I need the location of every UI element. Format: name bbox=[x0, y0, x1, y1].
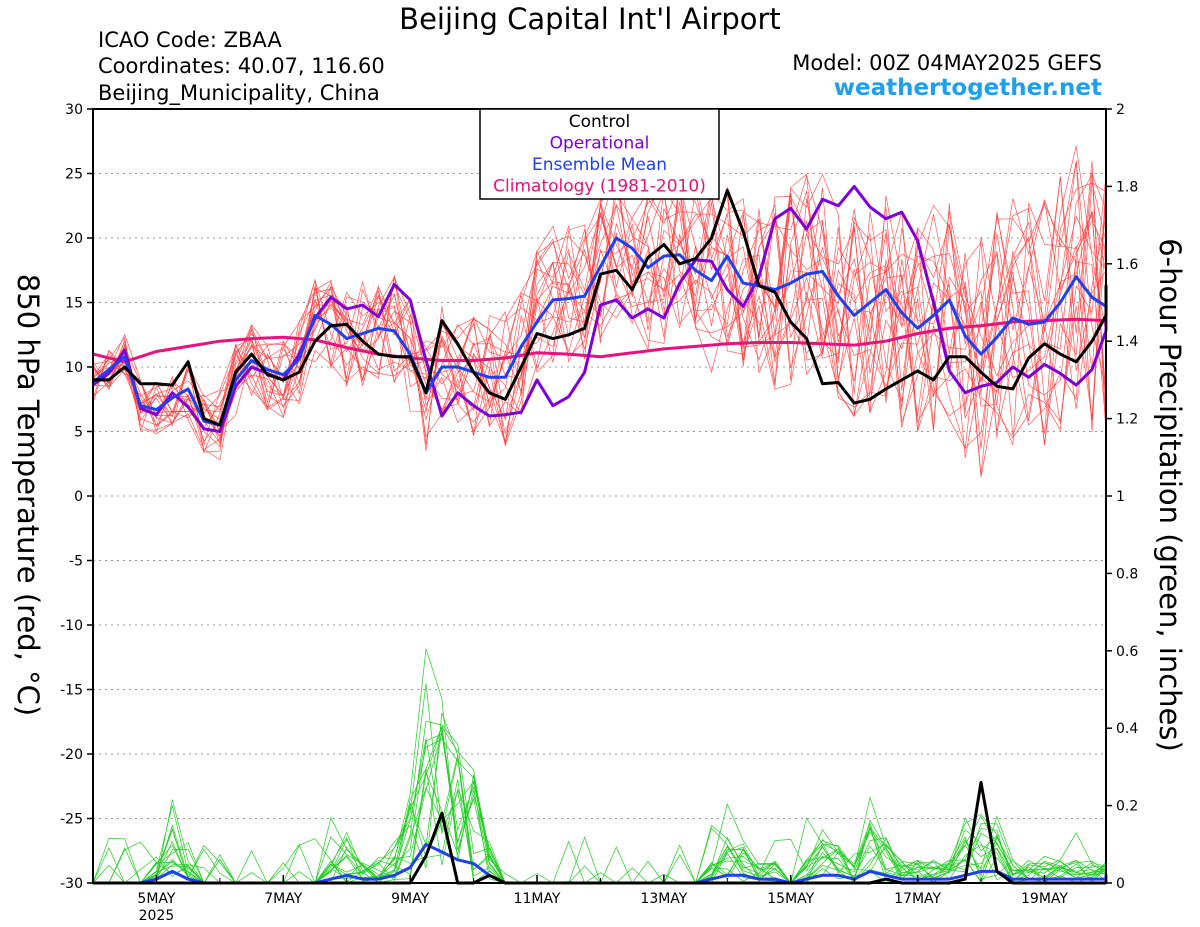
x-tick-label: 9MAY bbox=[391, 891, 429, 907]
x-tick-label: 15MAY bbox=[767, 891, 814, 907]
region-name: Beijing_Municipality, China bbox=[98, 81, 380, 105]
precip-member-line bbox=[92, 683, 1107, 884]
temp-members bbox=[92, 145, 1107, 478]
x-tick-label: 11MAY bbox=[514, 891, 561, 907]
y-tick-label-left: 0 bbox=[74, 489, 83, 505]
y-tick-label-right: 1.8 bbox=[1116, 179, 1138, 195]
x-tick-label: 5MAY bbox=[137, 891, 175, 907]
icao-code: ICAO Code: ZBAA bbox=[98, 28, 282, 52]
y-tick-label-right: 0.6 bbox=[1116, 644, 1138, 660]
axes: 302520151050-5-10-15-20-25-3021.81.61.41… bbox=[60, 102, 1138, 924]
y-tick-label-right: 1.6 bbox=[1116, 257, 1138, 273]
temp-member-line bbox=[92, 161, 1107, 446]
y-tick-label-left: 30 bbox=[65, 102, 83, 118]
y-tick-label-right: 1.2 bbox=[1116, 412, 1138, 428]
site-link[interactable]: weathertogether.net bbox=[833, 75, 1102, 101]
y-tick-label-left: -20 bbox=[60, 747, 83, 763]
precip-member-line bbox=[93, 738, 1107, 884]
y-axis-label-right: 6-hour Precipitation (green, inches) bbox=[1153, 238, 1187, 752]
temp-member-line bbox=[92, 160, 1107, 478]
x-tick-label: 13MAY bbox=[640, 891, 687, 907]
gridlines bbox=[93, 173, 1106, 819]
y-tick-label-right: 0 bbox=[1116, 876, 1125, 892]
y-tick-label-right: 1 bbox=[1116, 489, 1125, 505]
y-tick-label-left: -25 bbox=[60, 812, 83, 828]
x-tick-label: 19MAY bbox=[1021, 891, 1068, 907]
x-tick-sublabel: 2025 bbox=[139, 908, 175, 924]
precip-member-line bbox=[93, 738, 1107, 884]
chart-title: Beijing Capital Int'l Airport bbox=[399, 2, 781, 36]
y-tick-label-left: 20 bbox=[65, 231, 83, 247]
legend-entry: Control bbox=[569, 112, 630, 132]
model-run: Model: 00Z 04MAY2025 GEFS bbox=[792, 51, 1102, 75]
y-tick-label-right: 0.2 bbox=[1116, 799, 1138, 815]
temp-member-line bbox=[92, 199, 1107, 450]
temp-member-line bbox=[92, 174, 1107, 459]
y-tick-label-right: 1.4 bbox=[1116, 334, 1138, 350]
legend-box bbox=[479, 108, 720, 200]
y-tick-label-left: 15 bbox=[65, 296, 83, 312]
temp-member-line bbox=[92, 187, 1107, 456]
legend-entry: Operational bbox=[550, 134, 650, 154]
control-line bbox=[93, 188, 1108, 427]
y-tick-label-right: 2 bbox=[1116, 102, 1125, 118]
precip-member-line bbox=[93, 648, 1107, 884]
y-tick-label-left: -5 bbox=[69, 554, 83, 570]
precip-members bbox=[92, 648, 1107, 884]
series-lines bbox=[92, 184, 1108, 885]
y-tick-label-left: 10 bbox=[65, 360, 83, 376]
y-tick-label-left: 5 bbox=[74, 425, 83, 441]
y-tick-label-left: -15 bbox=[60, 683, 83, 699]
y-tick-label-left: -10 bbox=[60, 618, 83, 634]
y-axis-label-left: 850 hPa Temperature (red, °C) bbox=[11, 273, 45, 717]
coordinates: Coordinates: 40.07, 116.60 bbox=[98, 54, 385, 78]
ensemble-mean-line bbox=[92, 236, 1108, 427]
temp-member-line bbox=[92, 178, 1107, 449]
temp-member-line bbox=[92, 173, 1107, 438]
legend-entry: Climatology (1981-2010) bbox=[493, 177, 706, 197]
y-tick-label-left: -30 bbox=[60, 876, 83, 892]
temp-member-line bbox=[92, 145, 1107, 457]
x-tick-label: 17MAY bbox=[894, 891, 941, 907]
y-tick-label-left: 25 bbox=[65, 167, 83, 183]
precip-member-line bbox=[93, 733, 1107, 884]
legend-entry: Ensemble Mean bbox=[532, 155, 667, 175]
y-tick-label-right: 0.8 bbox=[1116, 566, 1138, 582]
temp-member-line bbox=[92, 176, 1107, 451]
x-tick-label: 7MAY bbox=[264, 891, 302, 907]
y-tick-label-right: 0.4 bbox=[1116, 721, 1138, 737]
precip-member-line bbox=[93, 771, 1107, 884]
